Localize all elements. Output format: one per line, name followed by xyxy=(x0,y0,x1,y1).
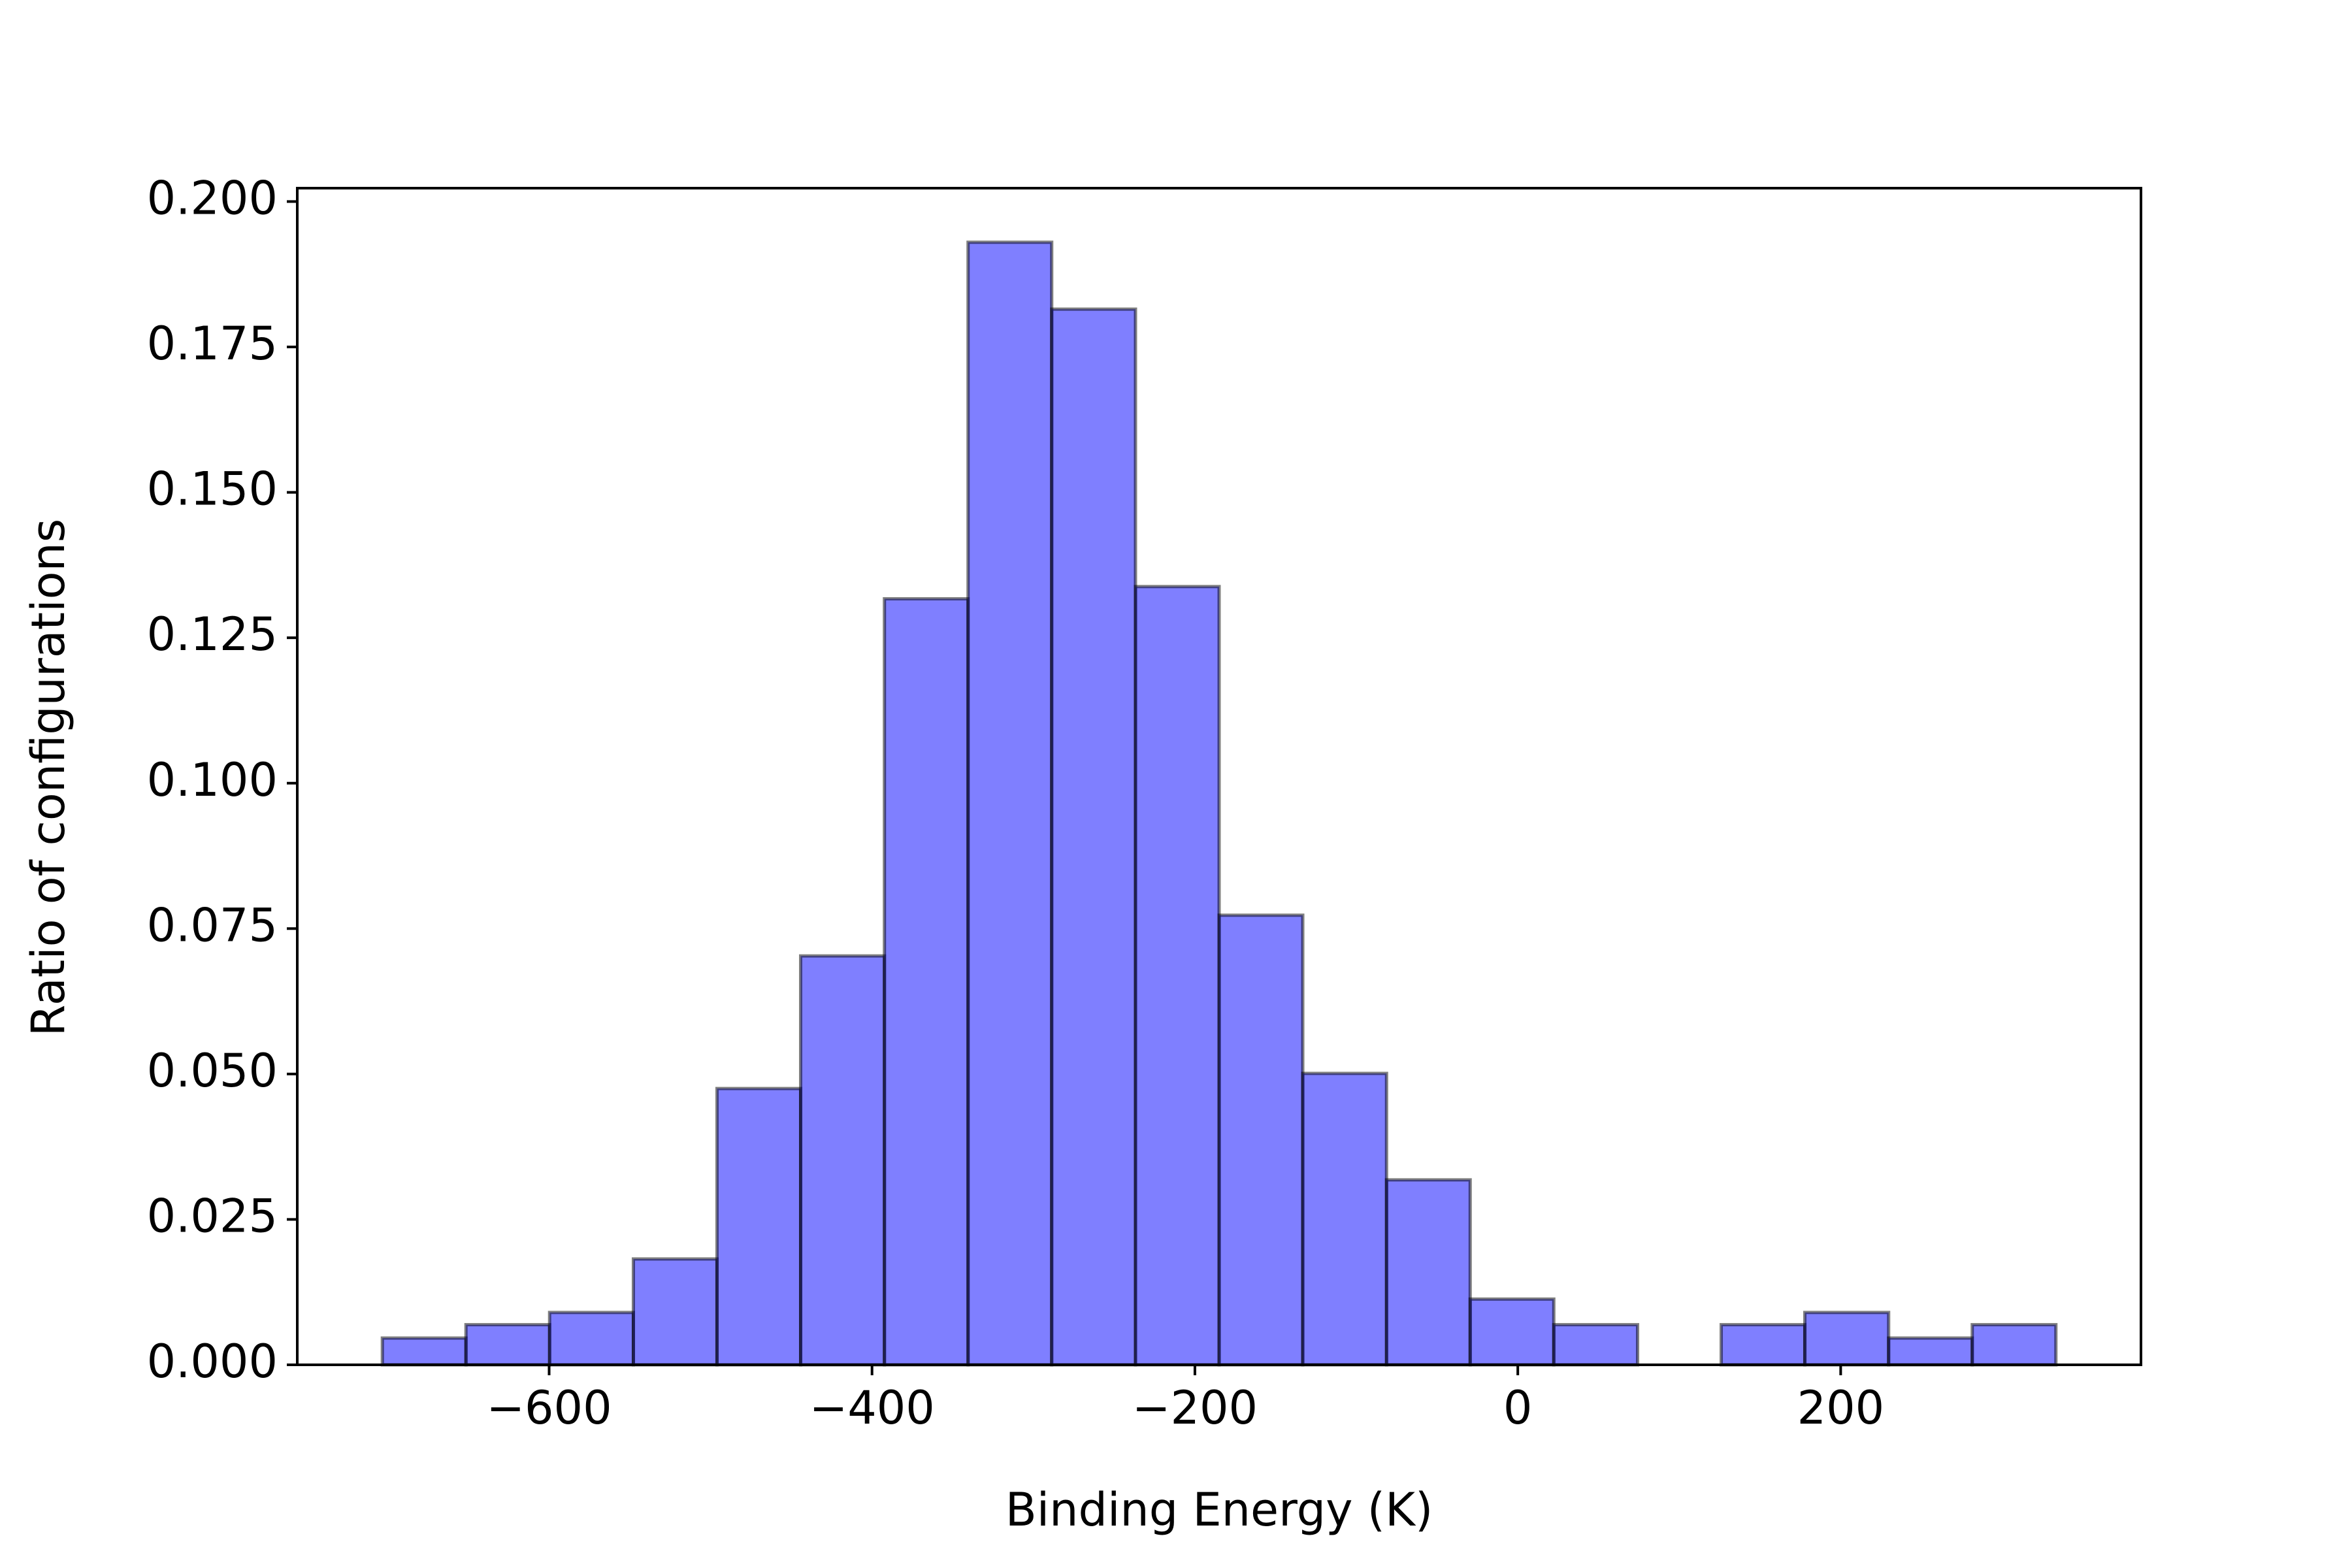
bar xyxy=(464,1323,551,1367)
bar xyxy=(1217,913,1305,1367)
y-tick-label: 0.125 xyxy=(147,608,278,661)
bar xyxy=(1887,1336,1974,1367)
bar xyxy=(1301,1071,1388,1367)
bar xyxy=(380,1336,468,1367)
bar xyxy=(966,240,1054,1367)
bar xyxy=(1468,1297,1556,1367)
y-axis-label: Ratio of configurations xyxy=(22,519,75,1037)
x-tick-label: 0 xyxy=(1503,1381,1533,1435)
bar xyxy=(547,1311,635,1367)
y-tick-label: 0.175 xyxy=(147,317,278,370)
x-tick-label: 200 xyxy=(1797,1381,1885,1435)
bar xyxy=(1134,585,1221,1367)
y-tick-label: 0.050 xyxy=(147,1044,278,1098)
plot-frame xyxy=(296,187,2142,1366)
bar xyxy=(1050,307,1137,1367)
y-tick-label: 0.075 xyxy=(147,898,278,952)
x-tick-label: −400 xyxy=(809,1381,935,1435)
bar xyxy=(1970,1323,2058,1367)
bar xyxy=(1384,1178,1472,1367)
y-tick-label: 0.025 xyxy=(147,1189,278,1243)
bar xyxy=(715,1086,802,1367)
bar xyxy=(1720,1323,1807,1367)
bar xyxy=(1552,1323,1640,1367)
y-tick-label: 0.000 xyxy=(147,1335,278,1388)
x-tick-label: −600 xyxy=(486,1381,612,1435)
y-tick-label: 0.100 xyxy=(147,753,278,807)
bar xyxy=(631,1257,719,1367)
x-tick-label: −200 xyxy=(1132,1381,1258,1435)
x-axis-label: Binding Energy (K) xyxy=(1005,1483,1433,1537)
y-tick-label: 0.150 xyxy=(147,463,278,516)
bar xyxy=(798,954,887,1367)
bar xyxy=(1803,1311,1891,1367)
y-tick-label: 0.200 xyxy=(147,172,278,225)
bar xyxy=(883,597,970,1367)
